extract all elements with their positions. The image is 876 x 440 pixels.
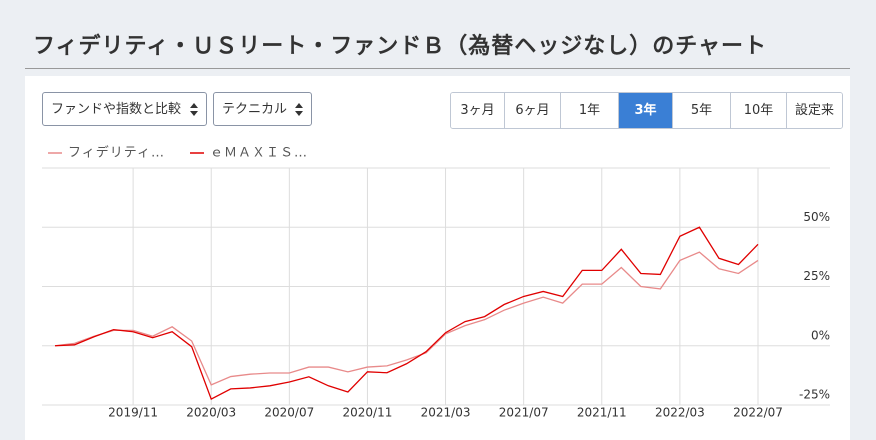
y-tick-label: 25% <box>803 269 830 283</box>
x-tick-label: 2022/03 <box>655 406 705 420</box>
x-tick-label: 2021/11 <box>577 406 627 420</box>
page-title: フィデリティ・ＵＳリート・ファンドＢ（為替ヘッジなし）のチャート <box>33 34 768 59</box>
period-button[interactable]: 3ヶ月 <box>451 93 504 128</box>
period-button[interactable]: 設定来 <box>786 93 842 128</box>
period-button[interactable]: 3年 <box>618 93 672 128</box>
period-button[interactable]: 1年 <box>560 93 618 128</box>
period-button[interactable]: 10年 <box>730 93 786 128</box>
x-tick-label: 2019/11 <box>108 406 158 420</box>
x-tick-label: 2021/03 <box>421 406 471 420</box>
legend-label: ｅＭＡＸＩＳ… <box>210 146 308 161</box>
period-buttons: 3ヶ月 6ヶ月 1年 3年 5年 10年 設定来 <box>450 92 843 129</box>
x-tick-label: 2020/03 <box>186 406 236 420</box>
x-tick-label: 2022/07 <box>733 406 783 420</box>
series-line <box>54 251 759 386</box>
x-tick-label: 2021/07 <box>499 406 549 420</box>
technical-select[interactable]: テクニカル <box>213 92 312 126</box>
period-button[interactable]: 5年 <box>672 93 730 128</box>
period-button[interactable]: 6ヶ月 <box>504 93 560 128</box>
x-tick-label: 2020/11 <box>343 406 393 420</box>
y-tick-label: 50% <box>803 210 830 224</box>
legend-label: フィデリティ… <box>68 145 165 161</box>
panel <box>25 76 850 440</box>
y-tick-label: -25% <box>799 388 830 402</box>
y-tick-label: 0% <box>811 328 830 342</box>
compare-select[interactable]: ファンドや指数と比較 <box>42 92 207 126</box>
x-tick-label: 2020/07 <box>264 406 314 420</box>
series-line <box>54 226 759 400</box>
divider <box>25 68 850 69</box>
